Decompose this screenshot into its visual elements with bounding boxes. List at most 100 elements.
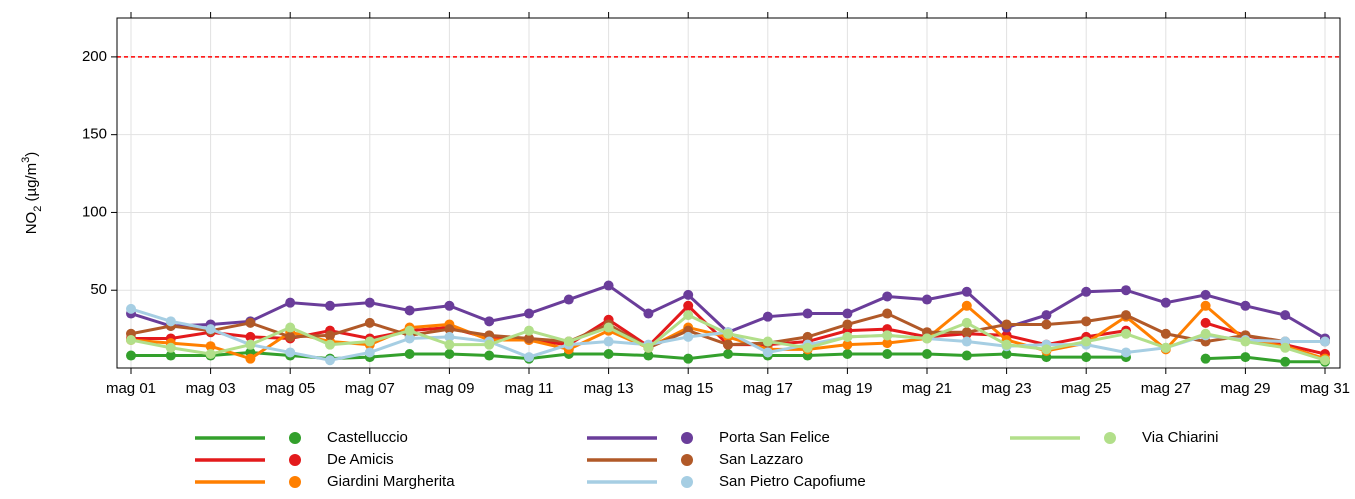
point [364,347,375,358]
legend-dot [289,476,301,488]
point [245,353,256,364]
point [563,336,574,347]
point [1240,336,1251,347]
x-tick-label: mag 23 [982,380,1032,397]
point [1121,328,1131,339]
point [524,333,534,344]
point [842,308,853,319]
x-tick-label: mag 29 [1220,380,1270,397]
point [762,347,773,358]
point [603,280,614,291]
point [603,322,614,333]
point [484,316,495,327]
point [723,339,733,350]
point [842,349,853,359]
y-label-part: NO [23,212,40,235]
point [882,349,893,359]
point [1001,349,1012,359]
point [524,308,534,319]
point [524,352,534,363]
legend-dot [1104,432,1116,444]
x-tick-label: mag 25 [1061,380,1111,397]
point [1121,285,1131,296]
point [961,327,972,338]
point [1001,319,1012,330]
point [1240,352,1251,363]
x-tick-label: mag 27 [1141,380,1191,397]
point [285,347,296,358]
point [802,308,813,319]
point [325,339,335,350]
point [922,349,932,359]
point [683,300,694,311]
legend-label: Porta San Felice [719,429,830,446]
x-tick-label: mag 17 [743,380,793,397]
point [524,325,534,336]
point [404,325,415,336]
point [1160,342,1171,353]
point [404,333,415,344]
point [126,303,136,314]
legend-dot [681,432,693,444]
point [1200,328,1211,339]
y-label-sup: 3 [20,157,32,163]
x-tick-label: mag 09 [424,380,474,397]
point [364,336,375,347]
y-label-part: (µg/m [23,163,40,206]
point [603,336,614,347]
series-line [131,350,1325,364]
point [762,311,773,322]
point [1121,347,1131,358]
point [802,331,813,342]
legend-dot [289,454,301,466]
x-tick-label: mag 05 [265,380,315,397]
point [1320,336,1330,347]
point [1041,310,1052,321]
point [404,349,415,359]
x-tick-label: mag 21 [902,380,952,397]
point [444,349,455,359]
point [364,297,375,308]
point [444,339,455,350]
point [444,324,455,335]
point [285,331,296,342]
point [1280,342,1291,353]
point [882,308,893,319]
x-tick-label: mag 01 [106,380,156,397]
legend-dot [681,476,693,488]
point [325,300,335,311]
point [762,336,773,347]
point [1200,289,1211,300]
point [683,289,694,300]
x-tick-label: mag 07 [345,380,395,397]
point [1081,352,1092,363]
point [285,297,296,308]
plot-frame [116,17,1341,369]
point [1240,300,1251,311]
legend-label: Via Chiarini [1142,429,1218,446]
point [1280,310,1291,321]
point [1081,336,1092,347]
point [1001,339,1012,350]
point [1200,300,1211,311]
y-label-part: ) [23,152,40,157]
x-tick-label: mag 19 [822,380,872,397]
point [484,339,495,350]
legend-label: San Pietro Capofiume [719,473,866,490]
y-tick-label: 150 [82,126,107,143]
point [961,350,972,361]
point [325,355,335,366]
point [245,331,256,342]
point [205,349,216,359]
legend-label: Castelluccio [327,429,408,446]
point [882,291,893,302]
y-tick-label: 200 [82,48,107,65]
point [205,341,216,352]
point [723,328,733,339]
point [444,300,455,311]
point [683,353,694,364]
point [961,336,972,347]
point [126,335,136,345]
point [643,350,654,361]
